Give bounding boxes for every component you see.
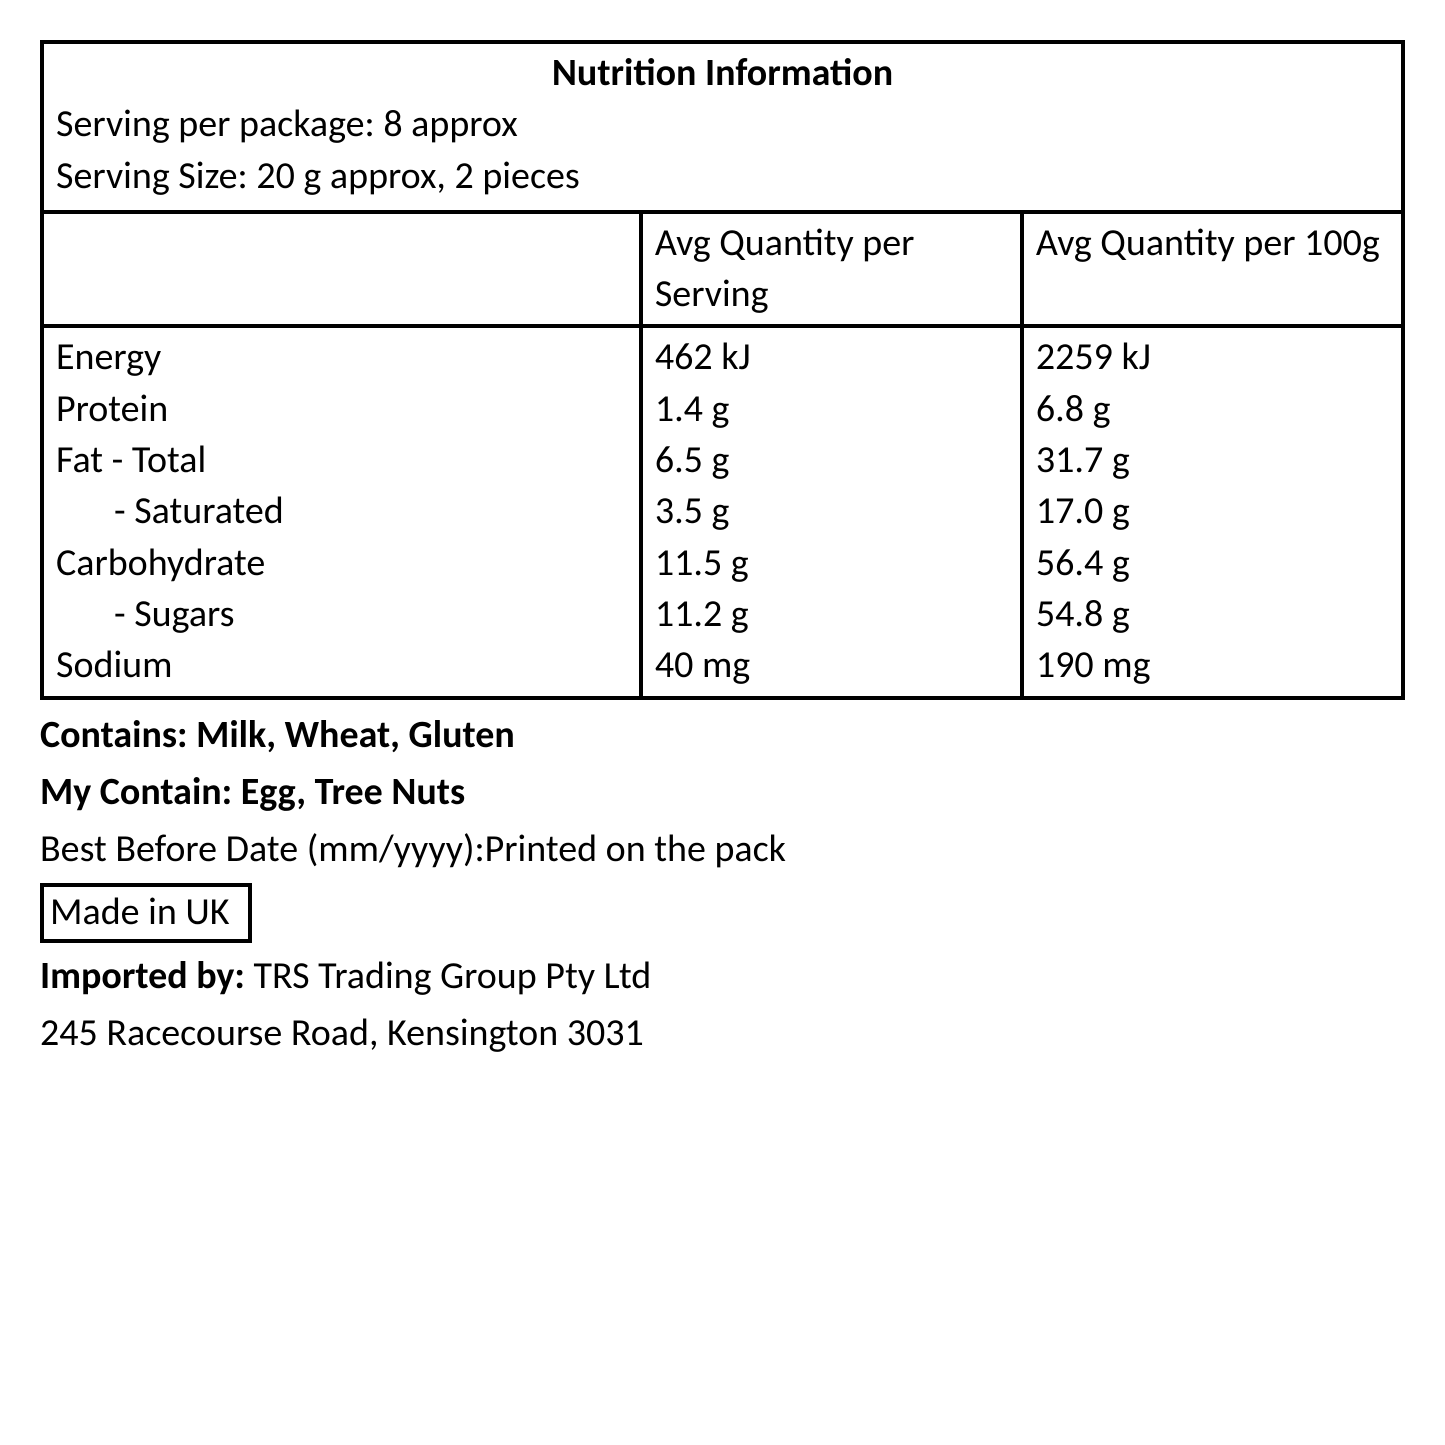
contains-label: Contains: — [40, 712, 188, 758]
serving-size-value: 20 g approx, 2 pieces — [256, 153, 579, 199]
may-contain-value: Egg, Tree Nuts — [241, 769, 465, 815]
column-header-per-serving: Avg Quantity per Serving — [641, 212, 1022, 327]
imported-by-value: TRS Trading Group Pty Ltd — [253, 953, 651, 999]
may-contain-label: My Contain: — [40, 769, 232, 815]
serving-per-package-label: Serving per package: — [56, 101, 375, 147]
per-100g-value: 190 mg — [1036, 640, 1389, 691]
nutrient-name: Fat - Total — [56, 435, 627, 486]
per-100g-value: 31.7 g — [1036, 435, 1389, 486]
nutrient-name: - Saturated — [56, 486, 627, 537]
nutrient-name: Protein — [56, 384, 627, 435]
per-serving-value: 11.2 g — [655, 589, 1008, 640]
per-100g-value: 2259 kJ — [1036, 332, 1389, 383]
per-serving-value: 3.5 g — [655, 486, 1008, 537]
per-100g-column: 2259 kJ6.8 g31.7 g17.0 g56.4 g54.8 g190 … — [1022, 326, 1403, 697]
nutrition-table: Nutrition Information Serving per packag… — [40, 40, 1405, 700]
nutrient-name: Sodium — [56, 640, 627, 691]
serving-per-package-value: 8 approx — [383, 101, 517, 147]
column-header-per-100g: Avg Quantity per 100g — [1022, 212, 1403, 327]
additional-info: Contains: Milk, Wheat, Gluten My Contain… — [40, 710, 1405, 1060]
origin-box: Made in UK — [40, 883, 252, 942]
serving-info: Serving per package: 8 approx Serving Si… — [42, 99, 1403, 212]
best-before: Best Before Date (mm/yyyy):Printed on th… — [40, 824, 1405, 875]
nutrient-name: Carbohydrate — [56, 538, 627, 589]
table-title: Nutrition Information — [42, 42, 1403, 99]
nutrient-column: EnergyProteinFat - Total- SaturatedCarbo… — [42, 326, 641, 697]
per-100g-value: 56.4 g — [1036, 538, 1389, 589]
importer-address: 245 Racecourse Road, Kensington 3031 — [40, 1008, 1405, 1059]
per-serving-value: 462 kJ — [655, 332, 1008, 383]
contains-value: Milk, Wheat, Gluten — [196, 712, 515, 758]
nutrient-name: - Sugars — [56, 589, 627, 640]
per-serving-value: 6.5 g — [655, 435, 1008, 486]
per-100g-value: 6.8 g — [1036, 384, 1389, 435]
imported-by-label: Imported by: — [40, 953, 245, 999]
serving-size-label: Serving Size: — [56, 153, 248, 199]
per-serving-value: 1.4 g — [655, 384, 1008, 435]
nutrient-name: Energy — [56, 332, 627, 383]
per-serving-value: 11.5 g — [655, 538, 1008, 589]
per-serving-value: 40 mg — [655, 640, 1008, 691]
per-100g-value: 54.8 g — [1036, 589, 1389, 640]
column-header-nutrient — [42, 212, 641, 327]
per-100g-value: 17.0 g — [1036, 486, 1389, 537]
per-serving-column: 462 kJ1.4 g6.5 g3.5 g11.5 g11.2 g40 mg — [641, 326, 1022, 697]
